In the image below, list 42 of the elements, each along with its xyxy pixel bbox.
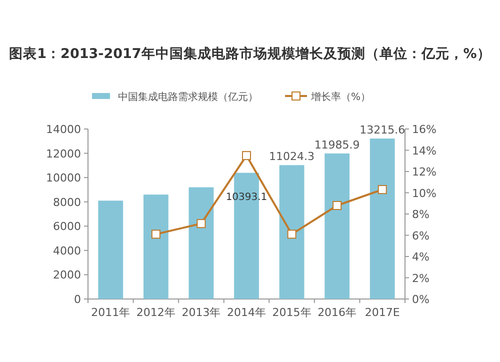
legend-label: 增长率（%）: [310, 91, 371, 103]
bar: [143, 194, 168, 299]
bar: [188, 187, 214, 299]
bar: [279, 165, 304, 299]
chart-title: 图表1：2013-2017年中国集成电路市场规模增长及预测（单位：亿元，%）: [9, 45, 491, 62]
x-tick-label: 2015年: [272, 306, 312, 319]
y2-tick-label: 16%: [412, 123, 436, 136]
point: [151, 230, 160, 239]
x-tick-label: 2017E: [364, 306, 400, 319]
point: [378, 185, 387, 194]
y2-tick-label: 6%: [412, 229, 430, 242]
y2-tick-label: 8%: [412, 208, 430, 221]
point: [242, 151, 251, 160]
point: [332, 201, 342, 210]
x-tick-label: 2012年: [136, 306, 176, 319]
y2-tick-label: 2%: [412, 272, 430, 285]
y-tick-label: 0: [74, 293, 81, 306]
y-tick-label: 12000: [46, 147, 81, 160]
bar: [324, 153, 350, 299]
bar: [98, 200, 124, 299]
y-tick-label: 4000: [53, 244, 81, 258]
y2-tick-label: 10%: [412, 186, 436, 200]
data-label: 13215.6: [360, 124, 406, 137]
x-tick-label: 2016年: [318, 306, 357, 319]
x-tick-label: 2013年: [182, 306, 221, 319]
y2-tick-label: 12%: [412, 166, 436, 178]
y-tick-label: 6000: [53, 220, 81, 234]
y-tick-label: 14000: [46, 123, 81, 136]
point: [196, 219, 206, 228]
x-tick-label: 2011年: [91, 306, 130, 319]
y2-tick-label: 4%: [412, 250, 430, 264]
y2-tick-label: 14%: [412, 144, 436, 158]
x-tick-label: 2014年: [227, 306, 266, 319]
y-tick-label: 8000: [53, 196, 81, 209]
data-label: 11024.3: [269, 150, 315, 164]
y2-tick-label: 0%: [412, 293, 430, 306]
point: [287, 230, 296, 239]
y-tick-label: 2000: [53, 268, 81, 282]
y-tick-label: 10000: [46, 172, 81, 185]
data-label: 11985.9: [314, 138, 360, 152]
legend-label: 中国集成电路需求规模（亿元）: [118, 91, 258, 103]
bar: [370, 138, 395, 299]
